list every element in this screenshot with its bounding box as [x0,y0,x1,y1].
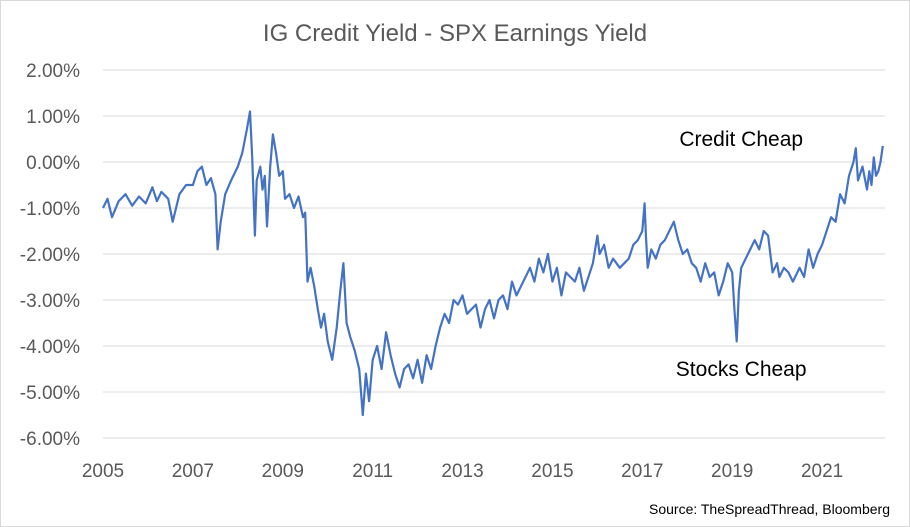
x-tick-label: 2013 [441,461,483,482]
y-tick-label: -3.00% [20,291,80,312]
annotation-credit-cheap: Credit Cheap [679,128,803,151]
x-axis-ticks: 2005 2007 2009 2011 2013 2015 2017 2019 2021 [82,461,843,482]
gridlines [103,69,885,439]
series-line [102,110,884,417]
y-tick-label: -6.00% [20,429,80,450]
x-tick-label: 2017 [621,461,663,482]
x-tick-label: 2021 [801,461,843,482]
y-tick-label: -2.00% [20,245,80,266]
x-tick-label: 2005 [82,461,124,482]
y-tick-label: -1.00% [20,199,80,220]
x-tick-label: 2009 [262,461,304,482]
y-tick-label: 1.00% [26,107,80,128]
y-tick-label: 0.00% [26,153,80,174]
x-tick-label: 2011 [352,461,393,482]
annotation-stocks-cheap: Stocks Cheap [676,358,807,381]
y-tick-label: -5.00% [20,383,80,404]
chart-title: IG Credit Yield - SPX Earnings Yield [262,20,648,47]
source-note: Source: TheSpreadThread, Bloomberg [649,501,890,517]
x-tick-label: 2015 [531,461,573,482]
y-axis-ticks: 2.00% 1.00% 0.00% -1.00% -2.00% -3.00% -4.00% -… [20,61,80,450]
x-tick-label: 2007 [172,461,214,482]
y-tick-label: 2.00% [26,61,80,82]
y-tick-label: -4.00% [20,337,80,358]
x-tick-label: 2019 [711,461,753,482]
